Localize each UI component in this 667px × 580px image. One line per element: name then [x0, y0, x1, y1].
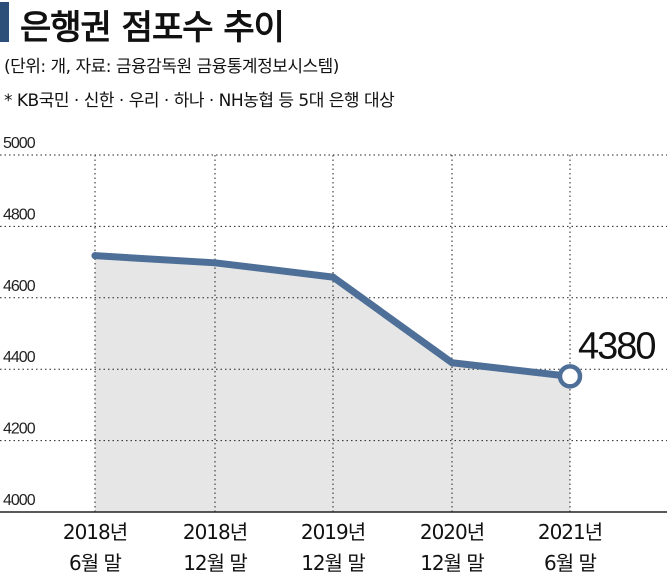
x-tick-label: 12월 말 — [420, 551, 484, 575]
y-tick-label: 4400 — [3, 349, 36, 366]
data-label: 4380 — [578, 325, 655, 367]
x-tick-label: 6월 말 — [544, 551, 596, 575]
x-tick-label: 6월 말 — [69, 551, 121, 575]
x-tick-label: 12월 말 — [183, 551, 247, 575]
data-point — [329, 273, 337, 281]
title-accent-bar — [0, 2, 9, 42]
y-tick-label: 4800 — [3, 206, 36, 223]
x-tick-label: 2021년 — [538, 520, 602, 544]
x-tick-label: 12월 말 — [301, 551, 365, 575]
area-fill — [95, 255, 570, 512]
chart-title: 은행권 점포수 추이 — [20, 8, 285, 48]
data-point — [91, 252, 99, 260]
chart-note: * KB국민 · 신한 · 우리 · 하나 · NH농협 등 5대 은행 대상 — [4, 91, 395, 111]
x-tick-label: 2018년 — [63, 520, 127, 544]
x-tick-label: 2018년 — [183, 520, 247, 544]
x-tick-label: 2020년 — [420, 520, 484, 544]
x-tick-label: 2019년 — [301, 520, 365, 544]
y-tick-label: 4600 — [3, 278, 36, 295]
y-tick-label: 5000 — [3, 135, 36, 152]
data-point — [211, 259, 219, 267]
data-point — [448, 359, 456, 367]
y-tick-label: 4200 — [3, 421, 36, 438]
y-tick-label: 4000 — [3, 492, 36, 509]
chart-subtitle: (단위: 개, 자료: 금융감독원 금융통계정보시스템) — [4, 57, 339, 77]
data-point — [557, 364, 583, 389]
